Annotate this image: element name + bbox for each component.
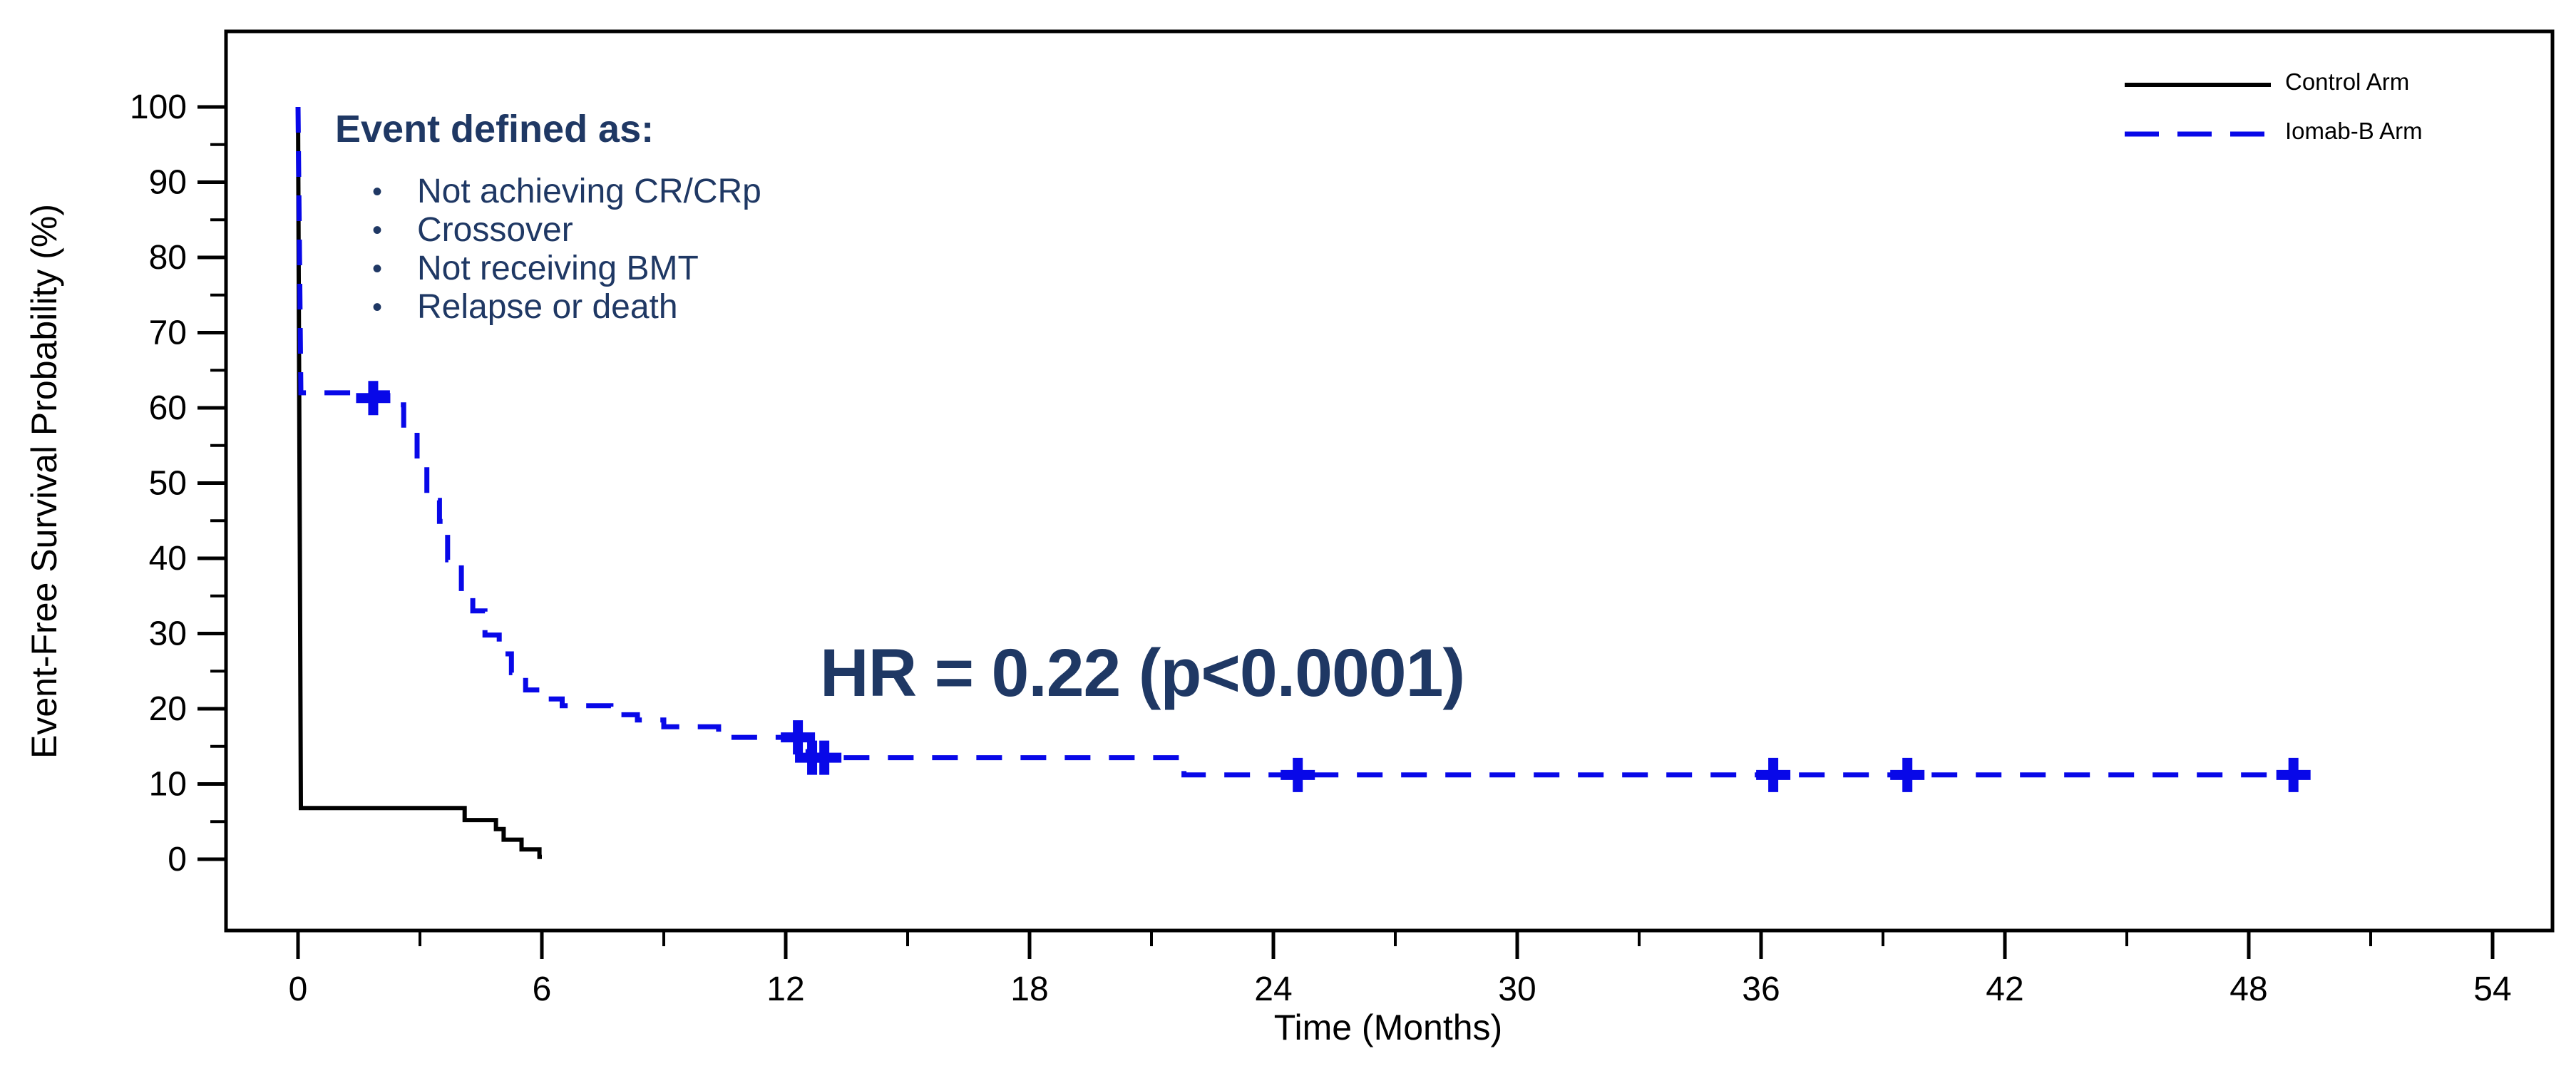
x-axis-tick-label: 42: [1986, 970, 2023, 1008]
x-axis-tick-label: 54: [2473, 970, 2511, 1008]
x-axis-tick-label: 18: [1010, 970, 1048, 1008]
y-axis-tick-label: 80: [149, 239, 187, 277]
legend-row-control: Control Arm: [2125, 57, 2552, 106]
y-axis-tick-label: 90: [149, 164, 187, 202]
event-bullet: Not receiving BMT: [335, 250, 834, 288]
y-axis-tick-label: 10: [149, 766, 187, 804]
event-definition-list: Not achieving CR/CRp Crossover Not recei…: [335, 173, 834, 327]
y-axis-tick-label: 70: [149, 314, 187, 352]
y-axis-tick-label: 40: [149, 540, 187, 578]
event-bullet: Crossover: [335, 211, 834, 250]
legend: Control Arm Iomab-B Arm: [2125, 57, 2552, 155]
x-axis-tick-label: 48: [2229, 970, 2267, 1008]
y-axis-tick-label: 20: [149, 690, 187, 728]
y-axis-tick-label: 30: [149, 615, 187, 653]
x-axis-title: Time (Months): [1273, 1008, 1503, 1047]
event-bullet: Relapse or death: [335, 288, 834, 327]
x-axis-tick-label: 12: [766, 970, 804, 1008]
y-axis-tick-label: 100: [130, 88, 187, 126]
event-definition-heading: Event defined as:: [335, 108, 655, 150]
event-definition-box: Event defined as: Not achieving CR/CRp C…: [335, 107, 834, 327]
y-axis-tick-label: 60: [149, 389, 187, 427]
survival-curve-control: [296, 106, 542, 859]
y-axis-tick-label: 50: [149, 465, 187, 503]
legend-line-sample-solid: [2125, 82, 2271, 87]
legend-row-iomab: Iomab-B Arm: [2125, 106, 2552, 155]
y-axis-title: Event-Free Survival Probability (%): [24, 203, 64, 759]
x-axis-tick-label: 0: [289, 970, 308, 1008]
event-bullet: Not achieving CR/CRp: [335, 173, 834, 211]
plot-border: [224, 29, 2555, 933]
x-axis-tick-label: 36: [1742, 970, 1780, 1008]
y-axis-tick-label: 0: [168, 841, 187, 878]
hazard-ratio-annotation: HR = 0.22 (p<0.0001): [820, 635, 1465, 711]
survival-curve-iomab: [295, 106, 2294, 778]
legend-label-iomab: Iomab-B Arm: [2285, 117, 2423, 144]
x-axis-tick-label: 6: [533, 970, 552, 1008]
x-axis-tick-label: 24: [1254, 970, 1292, 1008]
legend-label-control: Control Arm: [2285, 68, 2410, 95]
x-axis-tick-label: 30: [1498, 970, 1536, 1008]
legend-line-sample-dashed: [2125, 131, 2271, 136]
